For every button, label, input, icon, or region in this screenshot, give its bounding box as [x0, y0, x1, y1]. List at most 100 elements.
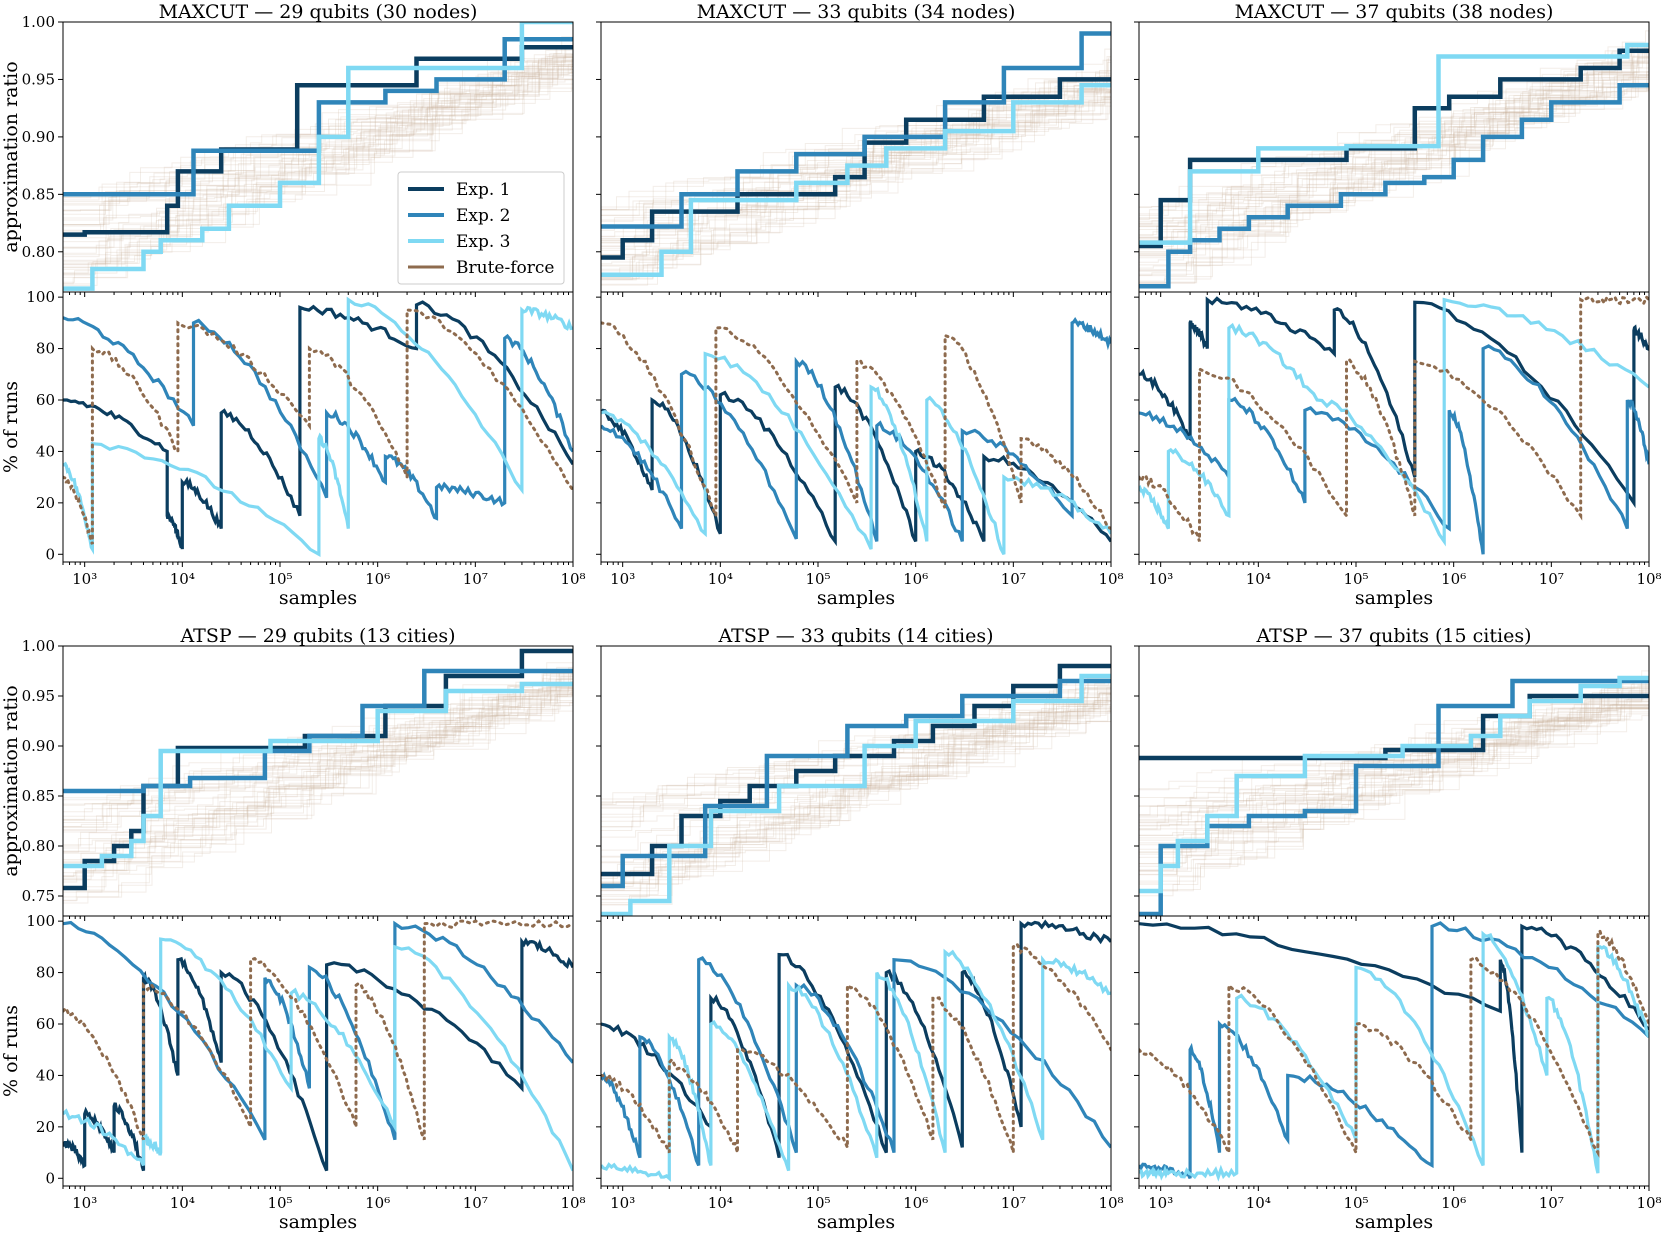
- panel-title: MAXCUT — 33 qubits (34 nodes): [697, 1, 1016, 23]
- brute-force-run-line: [63, 40, 573, 261]
- brute-force-run-line: [601, 685, 1111, 891]
- series-line-brute-force: [601, 941, 1111, 1154]
- legend: Exp. 1 Exp. 2 Exp. 3 Brute-force: [397, 171, 565, 285]
- brute-force-run-line: [601, 698, 1111, 838]
- brute-force-run-line: [1139, 682, 1649, 885]
- ratio-panel-6: [63, 648, 573, 904]
- brute-force-run-line: [63, 685, 573, 901]
- axes-frame: [62, 645, 574, 917]
- x-tick-label: 10³: [1148, 1194, 1173, 1212]
- y-tick-label: 0: [45, 1169, 55, 1187]
- series-line-exp-1: [1139, 296, 1649, 509]
- series-line-brute-force: [1139, 294, 1649, 542]
- brute-force-run-line: [1139, 83, 1649, 254]
- brute-force-run-line: [601, 675, 1111, 896]
- brute-force-run-line: [63, 72, 573, 258]
- series-line-exp-3: [601, 351, 1111, 556]
- brute-force-run-line: [1139, 72, 1649, 257]
- brute-force-run-line: [1139, 685, 1649, 839]
- brute-force-run-line: [63, 665, 573, 831]
- x-tick-label: 10⁶: [1441, 570, 1466, 588]
- brute-force-run-line: [63, 667, 573, 898]
- brute-force-run-line: [1139, 60, 1649, 225]
- brute-force-run-line: [63, 47, 573, 211]
- brute-force-run-line: [601, 688, 1111, 805]
- plot-area: [63, 919, 573, 1172]
- series-line-exp-2: [601, 31, 1111, 229]
- brute-force-run-line: [1139, 37, 1649, 230]
- x-tick-label: 10⁴: [708, 1194, 733, 1212]
- x-tick-label: 10⁴: [1246, 1194, 1271, 1212]
- percent-panel-5: 10³ 10⁴ 10⁵ 10⁶ 10⁷ 10⁸ samples: [1139, 294, 1661, 609]
- brute-force-run-line: [601, 687, 1111, 889]
- brute-force-run-line: [63, 674, 573, 874]
- brute-force-run-line: [1139, 74, 1649, 256]
- brute-force-run-line: [601, 694, 1111, 818]
- y-tick-label: 40: [36, 442, 55, 460]
- brute-force-run-line: [601, 692, 1111, 878]
- brute-force-run-line: [63, 659, 573, 805]
- brute-force-run-line: [63, 75, 573, 278]
- brute-force-run-line: [1139, 700, 1649, 790]
- series-line-exp-2: [601, 955, 1111, 1167]
- series-line-brute-force: [601, 321, 1111, 531]
- brute-force-run-line: [63, 681, 573, 852]
- brute-force-run-line: [601, 707, 1111, 887]
- percent-panel-11: 10³ 10⁴ 10⁵ 10⁶ 10⁷ 10⁸ samples: [1139, 921, 1661, 1233]
- brute-force-run-line: [63, 660, 573, 867]
- brute-force-run-line: [63, 666, 573, 863]
- panel-title: ATSP — 33 qubits (14 cities): [718, 625, 994, 647]
- brute-force-run-line: [63, 678, 573, 879]
- percent-panel-3: 10³ 10⁴ 10⁵ 10⁶ 10⁷ 10⁸ samples: [63, 296, 586, 609]
- series-line-exp-2: [63, 920, 573, 1141]
- ratio-panel-0: [63, 22, 573, 291]
- brute-force-run-line: [63, 672, 573, 828]
- x-tick-label: 10⁴: [170, 1194, 195, 1212]
- brute-force-runs: [1139, 28, 1649, 285]
- axes-frame: [600, 915, 1112, 1187]
- panel-title: MAXCUT — 29 qubits (30 nodes): [159, 1, 478, 23]
- percent-panel-4: 10³ 10⁴ 10⁵ 10⁶ 10⁷ 10⁸ samples: [601, 317, 1124, 609]
- y-axis-label: approximation ratio: [0, 685, 22, 876]
- brute-force-run-line: [63, 41, 573, 254]
- brute-force-run-line: [601, 692, 1111, 905]
- brute-force-run-line: [1139, 688, 1649, 841]
- brute-force-run-line: [601, 73, 1111, 272]
- brute-force-run-line: [63, 678, 573, 849]
- brute-force-run-line: [1139, 689, 1649, 836]
- series-line-exp-3: [63, 937, 573, 1172]
- series-line-exp-2: [63, 316, 573, 521]
- x-tick-label: 10⁷: [1539, 570, 1564, 588]
- series-line-exp-3: [1139, 675, 1649, 894]
- brute-force-run-line: [63, 691, 573, 877]
- brute-force-run-line: [63, 28, 573, 262]
- brute-force-run-line: [601, 672, 1111, 803]
- brute-force-run-line: [601, 693, 1111, 889]
- x-tick-label: 10⁷: [463, 1194, 488, 1212]
- y-tick-label: 0.80: [22, 837, 55, 855]
- legend-label-exp-3: Exp. 3: [456, 232, 511, 252]
- panel-title: ATSP — 37 qubits (15 cities): [1256, 625, 1532, 647]
- brute-force-run-line: [601, 59, 1111, 228]
- brute-force-run-line: [601, 679, 1111, 877]
- brute-force-run-line: [63, 678, 573, 877]
- brute-force-run-line: [1139, 49, 1649, 219]
- x-tick-label: 10³: [72, 570, 97, 588]
- brute-force-run-line: [601, 80, 1111, 280]
- plot-area: [1139, 28, 1649, 289]
- brute-force-run-line: [63, 683, 573, 864]
- x-tick-label: 10³: [610, 1194, 635, 1212]
- brute-force-run-line: [1139, 48, 1649, 241]
- brute-force-run-line: [1139, 683, 1649, 818]
- brute-force-run-line: [63, 68, 573, 243]
- series-line-exp-2: [601, 317, 1111, 542]
- x-tick-label: 10⁴: [170, 570, 195, 588]
- series-line-exp-1: [1139, 48, 1649, 249]
- x-tick-label: 10⁶: [365, 570, 390, 588]
- y-tick-label: 0.85: [22, 185, 55, 203]
- x-tick-label: 10⁷: [463, 570, 488, 588]
- plot-area: [63, 22, 573, 291]
- x-tick-label: 10⁵: [267, 1194, 292, 1212]
- series-line-exp-3: [1139, 42, 1649, 245]
- brute-force-run-line: [1139, 71, 1649, 238]
